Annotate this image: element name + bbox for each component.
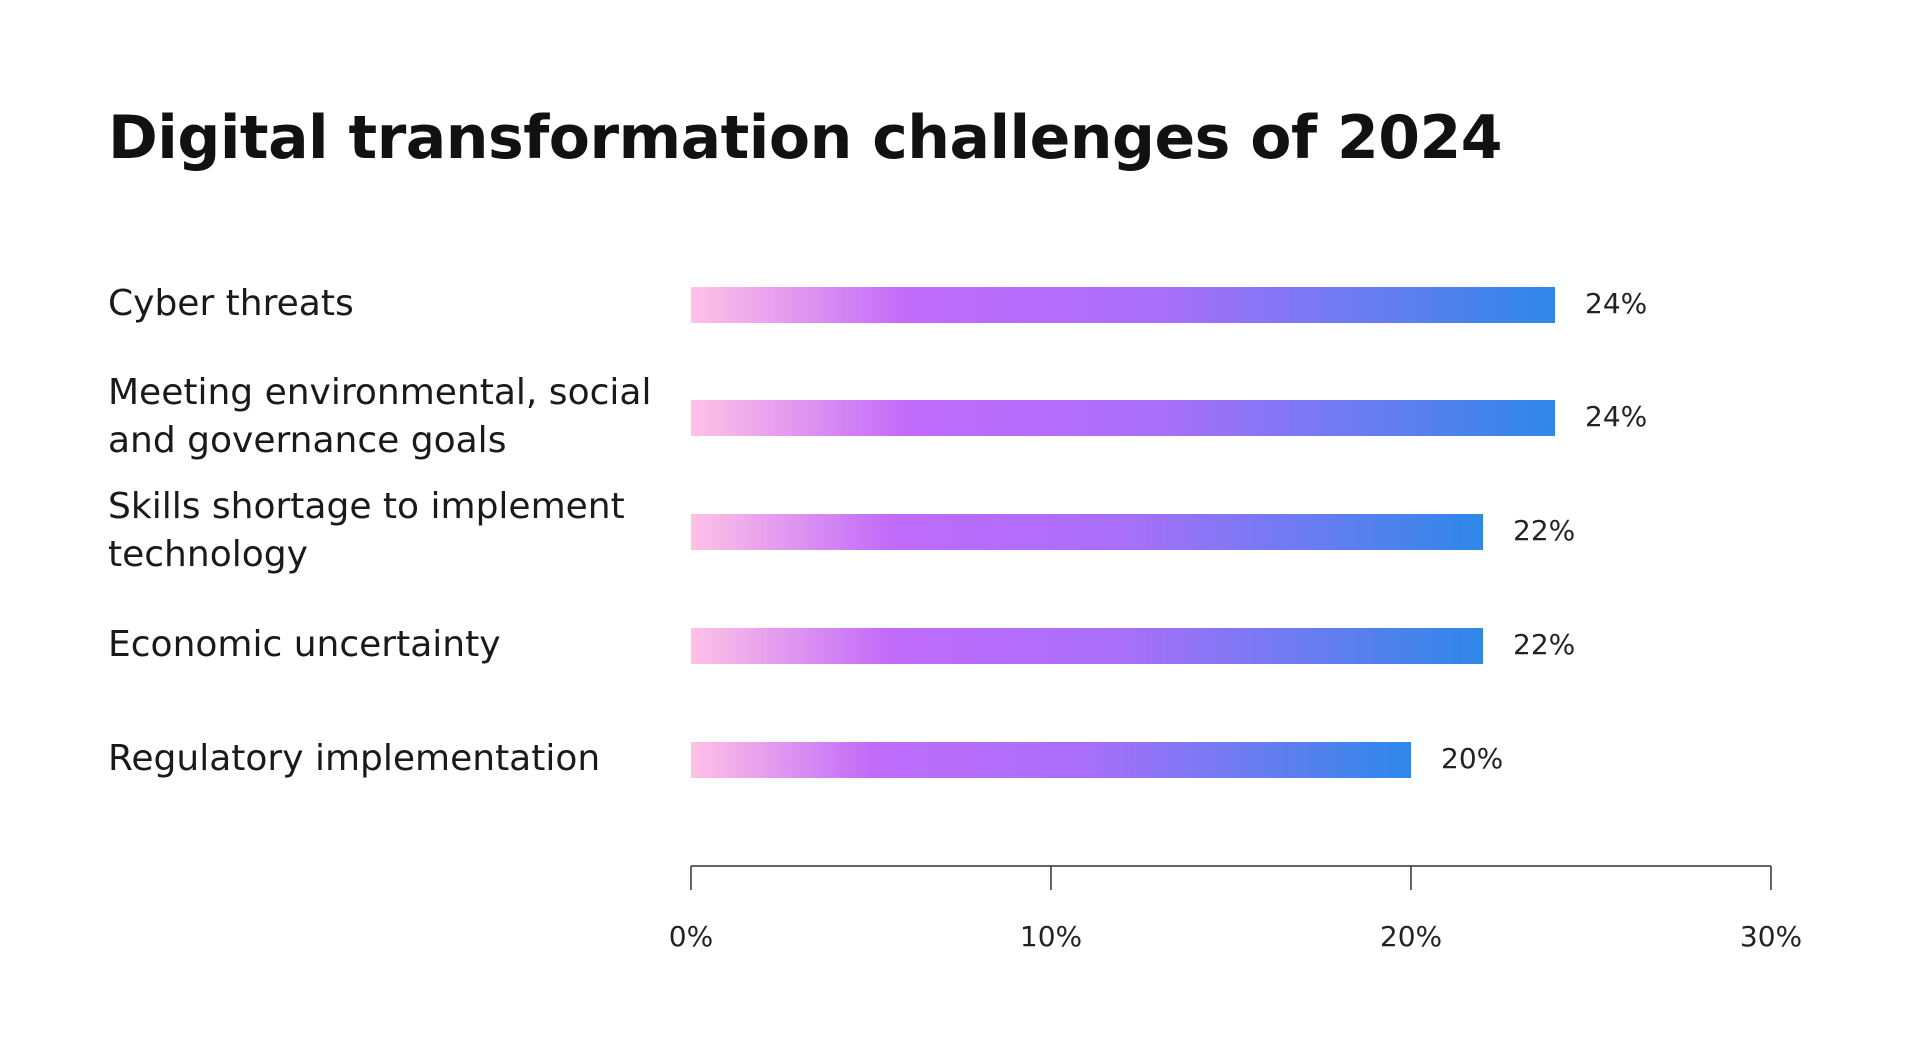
category-label-3: Skills shortage to implement technology [108,486,625,575]
x-tick-label-2: 10% [1020,920,1082,953]
chart-title: Digital transformation challenges of 202… [108,103,1502,173]
value-label-3: 22% [1513,514,1575,547]
value-label-2: 24% [1585,400,1647,433]
value-label-5: 20% [1441,742,1503,775]
bar-4 [691,628,1483,664]
bar-3 [691,514,1483,550]
category-label-4: Economic uncertainty [108,624,501,665]
bar-2 [691,400,1555,436]
category-label-1: Cyber threats [108,283,354,324]
bar-5 [691,742,1411,778]
x-tick-label-4: 30% [1740,920,1802,953]
value-label-4: 22% [1513,628,1575,661]
bar-1 [691,287,1555,323]
x-axis: 0% 10% 20% 30% [669,865,1802,953]
x-tick-label-3: 20% [1380,920,1442,953]
value-label-1: 24% [1585,287,1647,320]
bars-layer: 24% Cyber threats 24% Meeting environmental… [108,283,1647,779]
category-label-2: Meeting environmental, social and governa… [108,372,651,461]
x-tick-label-1: 0% [669,920,713,953]
category-label-5: Regulatory implementation [108,738,600,779]
